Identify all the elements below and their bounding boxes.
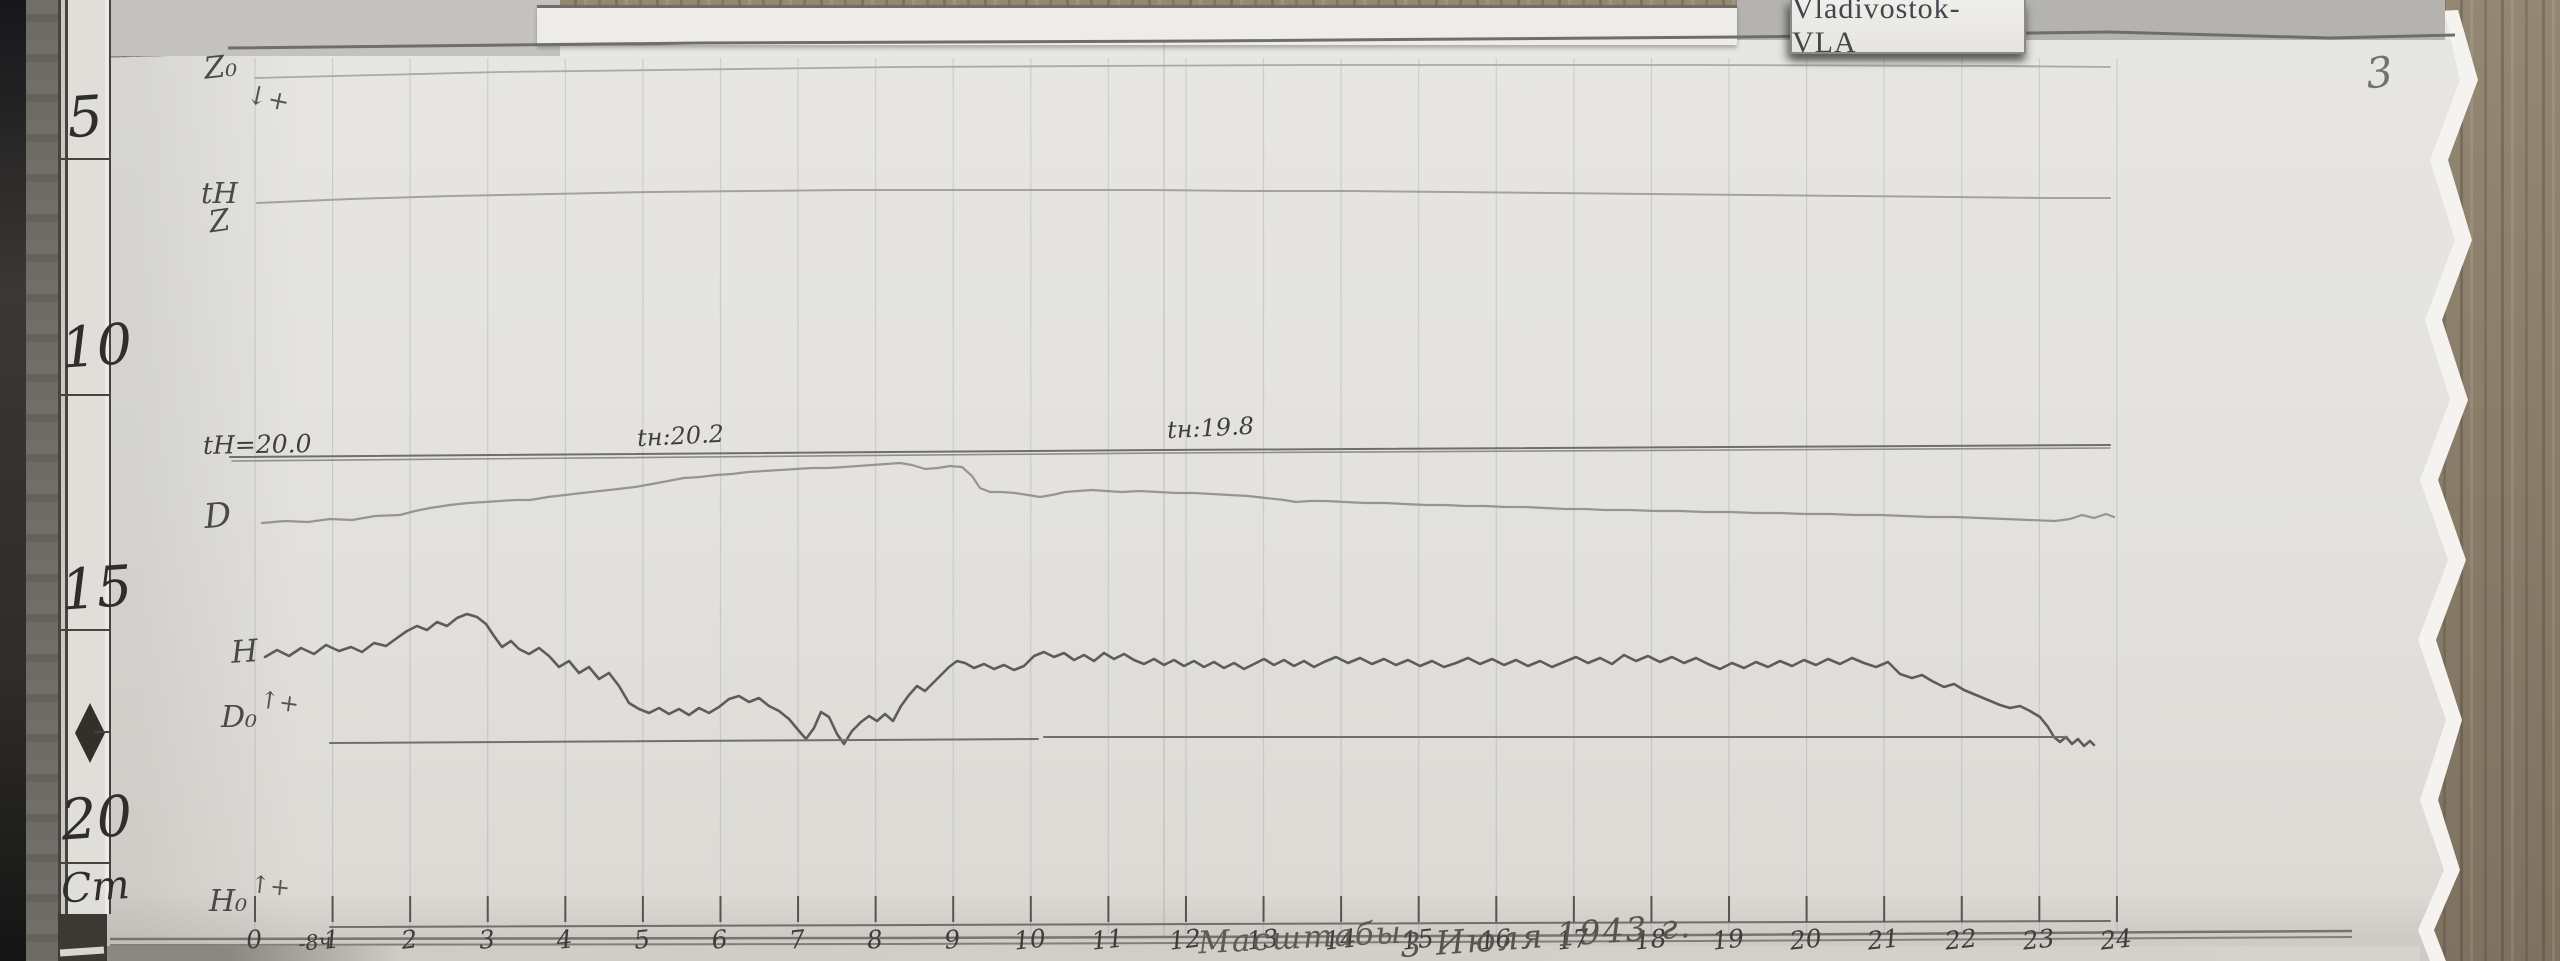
ruler-segment-line (61, 862, 109, 864)
ruler-segment-line (61, 394, 109, 396)
label-h-trace: H (229, 633, 260, 671)
page-number: 3 (2363, 46, 2396, 99)
label-th-trace: tH (201, 176, 238, 210)
ruler-segment-line (61, 629, 109, 631)
label-th-value-right: tн:19.8 (1166, 411, 1255, 445)
ruler-mark-20: 20 (58, 783, 135, 854)
ruler-mark-15: 15 (58, 553, 135, 624)
ruler-diamond-tick (95, 731, 109, 733)
ruler-diamond-mark (75, 703, 105, 763)
label-d-trace: D (202, 494, 233, 538)
top-strip-white (537, 5, 1737, 45)
top-strip-left (100, 0, 560, 56)
label-th-value-mid: tн:20.2 (636, 419, 725, 453)
ruler-mark-5: 5 (64, 83, 106, 152)
photo-scale-ruler: 5 10 15 20 Cm (58, 0, 135, 914)
ruler-mark-10: 10 (58, 311, 135, 382)
label-d0-baseline: D₀ (221, 700, 258, 735)
bottom-edge-shade (100, 946, 2420, 961)
label-z0-baseline: Z₀ (202, 48, 239, 87)
ruler-segment-line (61, 158, 109, 160)
station-label-box: Vladivostok-VLA (1790, 0, 2026, 59)
label-z-trace: Z (206, 202, 233, 241)
up-arrow-plus-icon: ↑+ (248, 869, 292, 903)
station-name: Vladivostok-VLA (1792, 0, 1961, 59)
label-h0-baseline: H₀ (209, 884, 248, 919)
ruler-unit-label: Cm (59, 861, 132, 913)
up-arrow-plus-icon: ↑+ (257, 685, 301, 719)
left-gray-edge (26, 0, 58, 961)
left-dark-edge (0, 0, 26, 961)
label-th-value-left: tH=20.0 (202, 429, 312, 460)
